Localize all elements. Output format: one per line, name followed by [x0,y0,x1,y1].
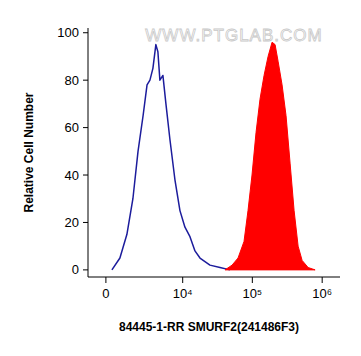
watermark: WWW.PTGLAB.COM [145,26,322,45]
x-axis [88,277,340,278]
histogram-line [112,45,230,270]
x-tick-label: 10⁴ [173,286,193,301]
plot-area [112,42,315,270]
x-tick-label: 10⁵ [242,286,262,301]
x-tick [105,277,106,283]
chart: WWW.PTGLAB.COM 0 20 40 60 80 100 0 10⁴ 10⁵ 10⁶ 8444… [0,0,361,356]
y-tick [83,269,88,270]
y-axis [88,28,89,277]
y-tick [83,222,88,223]
y-tick-label: 80 [65,73,79,88]
x-tick [252,277,253,283]
x-axis-label: 84445-1-RR SMURF2(241486F3) [119,320,299,334]
y-tick [83,175,88,176]
y-tick-label: 100 [57,25,79,40]
y-tick-label: 40 [65,168,79,183]
x-tick-label: 10⁶ [312,286,332,301]
y-axis-label: Relative Cell Number [22,92,36,212]
x-tick [322,277,323,283]
y-tick-label: 60 [65,120,79,135]
y-tick [83,80,88,81]
y-tick-label: 20 [65,215,79,230]
x-tick-label: 0 [102,286,109,301]
x-tick [182,277,183,283]
y-tick [83,127,88,128]
y-tick [83,32,88,33]
histogram-area [225,42,315,270]
y-tick-label: 0 [72,262,79,277]
